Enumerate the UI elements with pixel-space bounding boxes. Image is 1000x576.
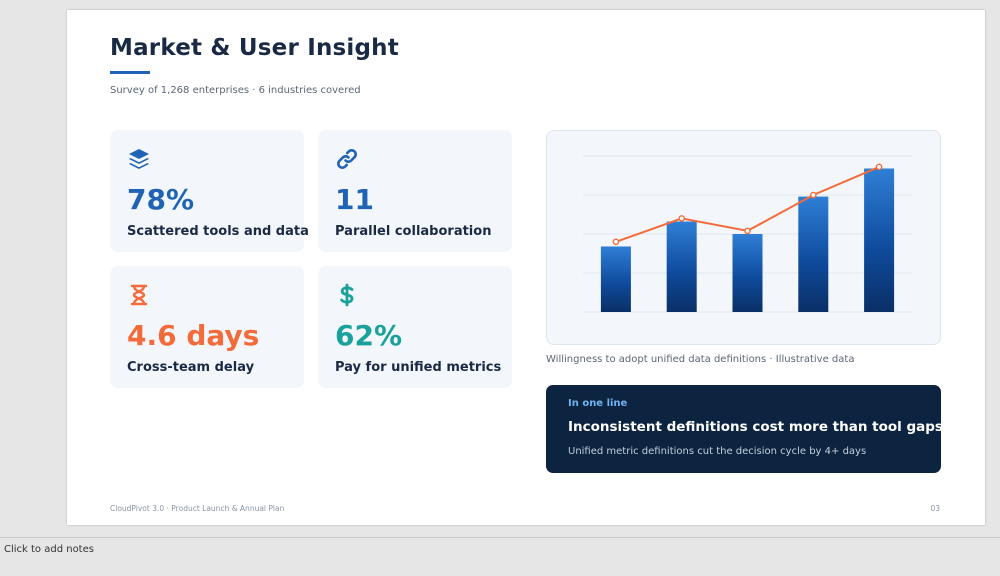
- adoption-chart: [546, 130, 941, 345]
- chart-bar: [864, 168, 895, 312]
- chart-point: [612, 238, 620, 246]
- key-takeaway-panel: In one line Inconsistent definitions cos…: [546, 385, 948, 473]
- slide[interactable]: Market & User Insight Survey of 1,268 en…: [67, 10, 985, 525]
- page-number: 03: [930, 504, 940, 513]
- notes-placeholder[interactable]: Click to add notes: [4, 544, 94, 555]
- chart-bar: [732, 234, 763, 312]
- slide-subtitle: Survey of 1,268 enterprises · 6 industri…: [110, 85, 361, 96]
- chart-point: [875, 163, 883, 171]
- stat-card-parallel-collaboration: 11 Parallel collaboration: [318, 130, 512, 252]
- dollar-icon: [340, 283, 354, 307]
- stat-value: 4.6 days: [127, 319, 260, 352]
- stat-label: Pay for unified metrics: [335, 360, 502, 375]
- takeaway-kicker: In one line: [568, 398, 628, 409]
- stat-card-scattered-tools: 78% Scattered tools and data: [110, 130, 309, 252]
- stat-card-cross-team-delay: 4.6 days Cross-team delay: [110, 266, 304, 388]
- chart-bar: [600, 246, 631, 312]
- stat-label: Scattered tools and data: [127, 224, 309, 239]
- stat-label: Parallel collaboration: [335, 224, 492, 239]
- chart-bar: [666, 221, 697, 312]
- notes-pane[interactable]: Click to add notes: [0, 537, 1000, 576]
- takeaway-subtext: Unified metric definitions cut the decis…: [568, 446, 867, 457]
- slide-footer: CloudPivot 3.0 · Product Launch & Annual…: [110, 504, 285, 513]
- chart-canvas: [583, 155, 912, 313]
- title-underline: [110, 71, 150, 74]
- takeaway-headline: Inconsistent definitions cost more than …: [568, 419, 949, 435]
- hourglass-icon: [130, 284, 148, 306]
- stat-card-pay-unified-metrics: 62% Pay for unified metrics: [318, 266, 512, 388]
- stat-value: 11: [335, 183, 374, 216]
- chart-point: [744, 227, 751, 235]
- stat-value: 62%: [335, 319, 403, 352]
- chart-point: [809, 191, 817, 199]
- slide-title: Market & User Insight: [110, 35, 399, 61]
- chart-point: [678, 215, 685, 222]
- layers-icon: [129, 149, 149, 169]
- stat-value: 78%: [127, 183, 195, 216]
- stat-label: Cross-team delay: [127, 360, 255, 375]
- chart-caption: Willingness to adopt unified data defini…: [546, 354, 855, 365]
- chart-bar: [798, 196, 829, 312]
- link-icon: [337, 149, 357, 169]
